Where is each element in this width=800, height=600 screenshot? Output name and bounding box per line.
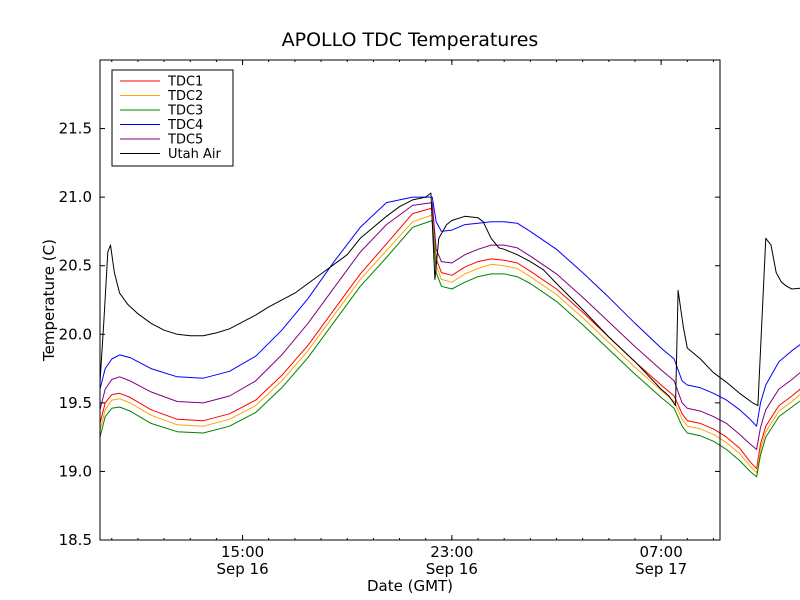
x-axis-label: Date (GMT) bbox=[367, 577, 453, 595]
y-tick-label: 19.0 bbox=[59, 462, 92, 480]
plot-area bbox=[99, 59, 721, 541]
series-layer bbox=[99, 192, 800, 478]
legend-label: TDC4 bbox=[167, 118, 203, 133]
x-tick-date: Sep 16 bbox=[217, 560, 269, 578]
y-tick-label: 21.5 bbox=[59, 120, 92, 138]
y-tick-label: 20.0 bbox=[59, 325, 92, 343]
series-line-tdc4 bbox=[99, 196, 800, 427]
x-tick-date: Sep 17 bbox=[635, 560, 687, 578]
legend-label: TDC3 bbox=[167, 104, 203, 119]
legend-box bbox=[111, 69, 234, 167]
x-tick-time: 23:00 bbox=[430, 543, 473, 561]
y-tick-label: 19.5 bbox=[59, 394, 92, 412]
y-tick-label: 21.0 bbox=[59, 188, 92, 206]
series-line-tdc2 bbox=[99, 214, 800, 474]
x-tick-time: 15:00 bbox=[221, 543, 264, 561]
legend-label: TDC5 bbox=[167, 133, 203, 148]
series-line-tdc3 bbox=[99, 220, 800, 478]
y-tick-label: 20.5 bbox=[59, 257, 92, 275]
legend-label: TDC2 bbox=[167, 89, 203, 104]
legend-label: Utah Air bbox=[168, 147, 221, 162]
y-axis-label: Temperature (C) bbox=[40, 239, 58, 362]
x-tick-time: 07:00 bbox=[640, 543, 683, 561]
series-line-tdc5 bbox=[99, 202, 800, 450]
y-tick-label: 18.5 bbox=[59, 531, 92, 549]
series-line-utah-air bbox=[99, 192, 800, 407]
x-tick-date: Sep 16 bbox=[426, 560, 478, 578]
series-line-tdc1 bbox=[99, 207, 800, 470]
legend-label: TDC1 bbox=[167, 75, 203, 90]
chart-title: APOLLO TDC Temperatures bbox=[282, 29, 539, 51]
